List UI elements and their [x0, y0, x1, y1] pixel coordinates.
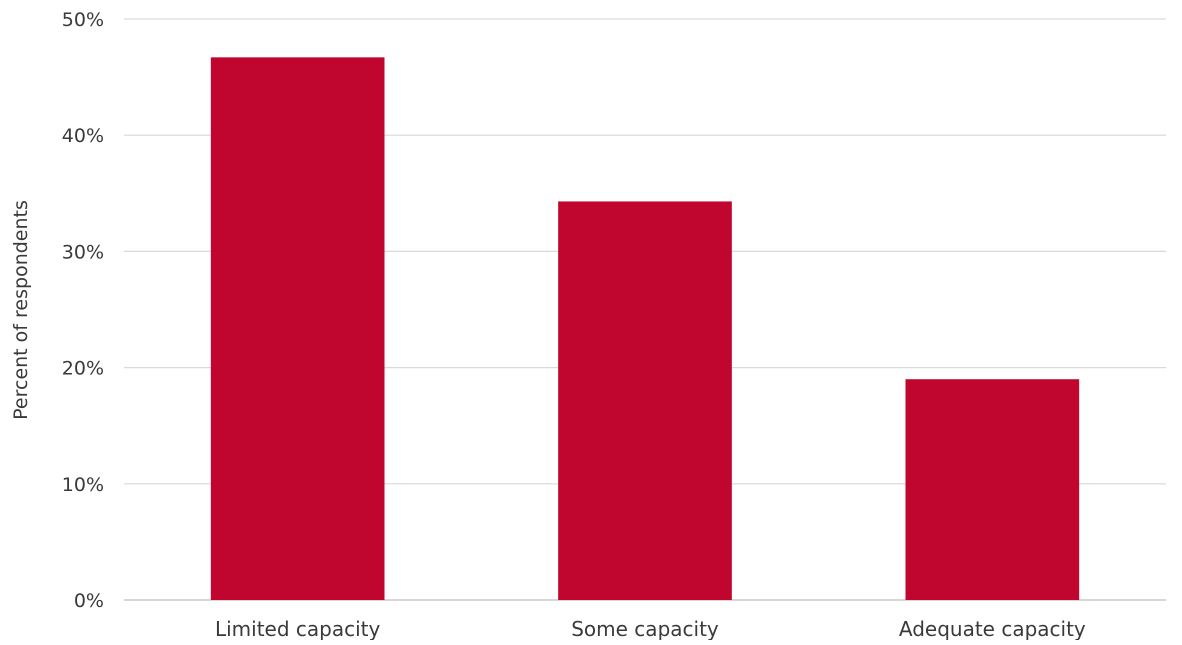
bars — [210, 57, 1080, 600]
y-tick-labels: 0% 10% 20% 30% 40% 50% — [62, 9, 104, 612]
bar-limited-capacity — [210, 57, 385, 600]
y-tick-label: 30% — [62, 241, 104, 263]
y-tick-label: 40% — [62, 125, 104, 147]
y-tick-label: 0% — [74, 590, 104, 612]
x-tick-label: Limited capacity — [215, 617, 381, 640]
x-tick-labels: Limited capacity Some capacity Adequate ca… — [215, 617, 1086, 641]
y-tick-label: 50% — [62, 9, 104, 31]
bar-adequate-capacity — [905, 379, 1080, 600]
y-axis-label: Percent of respondents — [10, 200, 32, 420]
y-tick-label: 10% — [62, 474, 104, 496]
x-tick-label: Adequate capacity — [899, 617, 1086, 640]
y-tick-label: 20% — [62, 358, 104, 380]
x-tick-label: Some capacity — [571, 617, 719, 640]
bar-some-capacity — [558, 201, 732, 600]
